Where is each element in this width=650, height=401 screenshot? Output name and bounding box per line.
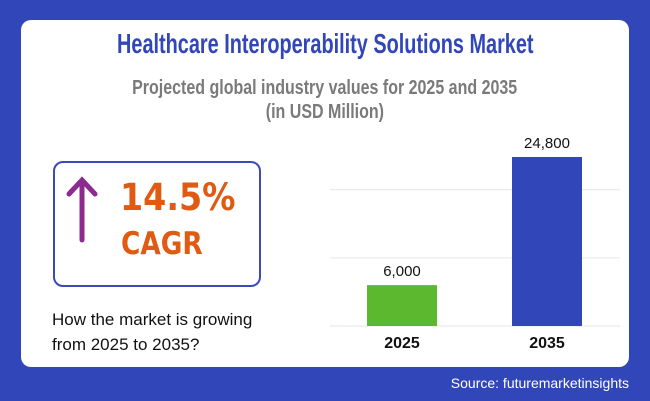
source-text: Source: futuremarketinsights: [450, 375, 629, 391]
subtitle-unit: (in USD Million): [265, 101, 385, 123]
question-line2: from 2025 to 2035?: [52, 335, 200, 354]
bar-2035: [512, 157, 582, 326]
data-label: 6,000: [383, 263, 421, 280]
x-tick-label: 2035: [529, 335, 565, 352]
cagr-label: CAGR: [121, 226, 203, 262]
x-tick-label: 2025: [384, 335, 420, 352]
growth-question: How the market is growing from 2025 to 2…: [52, 307, 252, 357]
cagr-box: [53, 161, 261, 287]
data-label: 24,800: [524, 135, 570, 152]
subtitle: Projected global industry values for 202…: [132, 77, 518, 99]
bar-2025: [367, 285, 437, 326]
cagr-value: 14.5%: [120, 176, 236, 219]
page-title: Healthcare Interoperability Solutions Ma…: [116, 28, 534, 59]
question-line1: How the market is growing: [52, 310, 253, 329]
